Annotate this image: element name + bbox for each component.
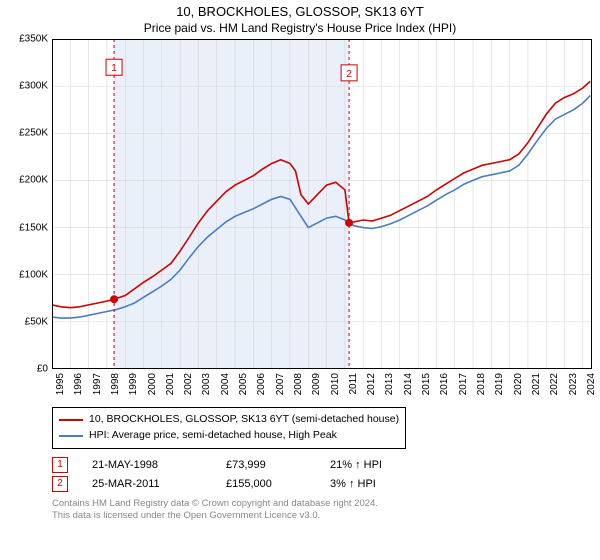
event-marker: 1 [52, 457, 68, 473]
x-axis-label: 2020 [513, 373, 524, 395]
x-axis-label: 2007 [275, 373, 286, 395]
legend-item: HPI: Average price, semi-detached house,… [59, 428, 399, 444]
x-axis-label: 1995 [55, 373, 66, 395]
footnote-line2: This data is licensed under the Open Gov… [52, 510, 600, 522]
svg-text:1: 1 [111, 63, 117, 74]
chart-plot-area: 12 £0£50K£100K£150K£200K£250K£300K£350K … [52, 39, 592, 369]
x-axis-label: 2018 [476, 373, 487, 395]
x-axis-label: 1999 [128, 373, 139, 395]
x-axis-label: 2014 [403, 373, 414, 395]
x-axis-label: 2012 [366, 373, 377, 395]
x-axis-label: 2024 [586, 373, 597, 395]
event-hpi: 21% ↑ HPI [330, 459, 382, 471]
x-axis-label: 2001 [165, 373, 176, 395]
event-row: 1 21-MAY-1998 £73,999 21% ↑ HPI [52, 457, 600, 473]
event-price: £155,000 [226, 478, 306, 490]
chart-subtitle: Price paid vs. HM Land Registry's House … [0, 19, 600, 39]
x-axis-label: 2015 [421, 373, 432, 395]
y-axis-label: £150K [0, 222, 48, 233]
chart-container: 10, BROCKHOLES, GLOSSOP, SK13 6YT Price … [0, 0, 600, 560]
x-axis-label: 2017 [458, 373, 469, 395]
event-row: 2 25-MAR-2011 £155,000 3% ↑ HPI [52, 476, 600, 492]
x-axis-label: 2004 [220, 373, 231, 395]
x-axis-label: 2013 [384, 373, 395, 395]
event-date: 25-MAR-2011 [92, 478, 202, 490]
y-axis-label: £50K [0, 316, 48, 327]
x-axis-label: 2005 [238, 373, 249, 395]
x-axis-label: 2000 [147, 373, 158, 395]
y-axis-label: £350K [0, 34, 48, 45]
x-axis-label: 1996 [73, 373, 84, 395]
event-date: 21-MAY-1998 [92, 459, 202, 471]
event-hpi: 3% ↑ HPI [330, 478, 376, 490]
x-axis-label: 2010 [330, 373, 341, 395]
y-axis-label: £0 [0, 364, 48, 375]
legend: 10, BROCKHOLES, GLOSSOP, SK13 6YT (semi-… [52, 407, 406, 449]
y-axis-label: £300K [0, 81, 48, 92]
event-price: £73,999 [226, 459, 306, 471]
legend-swatch [59, 419, 83, 421]
x-axis-label: 2016 [439, 373, 450, 395]
svg-text:2: 2 [346, 69, 352, 80]
legend-item: 10, BROCKHOLES, GLOSSOP, SK13 6YT (semi-… [59, 412, 399, 428]
x-axis-label: 2021 [531, 373, 542, 395]
x-axis-label: 2009 [311, 373, 322, 395]
x-axis-label: 2022 [549, 373, 560, 395]
legend-label: 10, BROCKHOLES, GLOSSOP, SK13 6YT (semi-… [89, 412, 399, 428]
chart-svg: 12 [52, 39, 592, 369]
x-axis-label: 2023 [568, 373, 579, 395]
footnote-line1: Contains HM Land Registry data © Crown c… [52, 498, 600, 510]
y-axis-label: £200K [0, 175, 48, 186]
footnote: Contains HM Land Registry data © Crown c… [52, 498, 600, 523]
legend-label: HPI: Average price, semi-detached house,… [89, 428, 337, 444]
chart-title: 10, BROCKHOLES, GLOSSOP, SK13 6YT [0, 0, 600, 19]
legend-swatch [59, 435, 83, 437]
x-axis-label: 2011 [348, 373, 359, 395]
x-axis-label: 1997 [92, 373, 103, 395]
y-axis-label: £250K [0, 128, 48, 139]
event-marker: 2 [52, 476, 68, 492]
events-table: 1 21-MAY-1998 £73,999 21% ↑ HPI 2 25-MAR… [52, 457, 600, 492]
x-axis-label: 2002 [183, 373, 194, 395]
x-axis-label: 2006 [256, 373, 267, 395]
y-axis-label: £100K [0, 269, 48, 280]
x-axis-label: 2019 [494, 373, 505, 395]
x-axis-label: 2008 [293, 373, 304, 395]
x-axis-label: 2003 [201, 373, 212, 395]
x-axis-label: 1998 [110, 373, 121, 395]
